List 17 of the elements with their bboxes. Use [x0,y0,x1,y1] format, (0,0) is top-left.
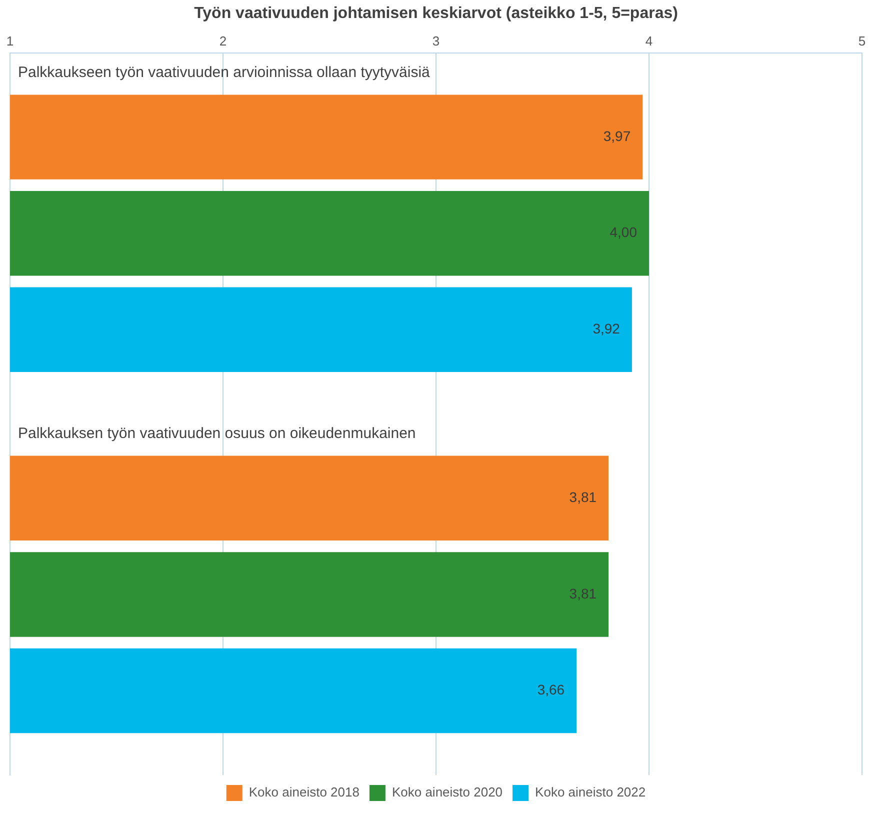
x-tick-label: 2 [219,34,227,49]
legend-label: Koko aineisto 2018 [248,784,360,800]
data-label: 3,92 [592,320,620,337]
y-tick-label: Palkkauksen työn vaativuuden osuus on oikeudenmukainen [18,424,416,442]
data-label: 3,97 [603,128,631,144]
legend-label: Koko aineisto 2022 [535,784,646,800]
data-label: 3,81 [569,489,597,506]
data-label: 3,66 [537,682,565,698]
x-tick-label: 5 [858,34,866,49]
x-tick-label: 3 [432,34,440,49]
y-tick-label: Palkkaukseen työn vaativuuden arvioinnissa ollaan tyytyväisiä [18,64,431,81]
data-label: 4,00 [610,224,638,240]
x-tick-label: 4 [645,34,653,49]
data-label: 3,81 [569,585,597,602]
x-tick-label: 1 [6,34,14,49]
legend-label: Koko aineisto 2020 [392,784,503,800]
chart-title: Työn vaativuuden johtamisen keskiarvot (asteikko 1-5, 5=paras) [194,5,678,22]
